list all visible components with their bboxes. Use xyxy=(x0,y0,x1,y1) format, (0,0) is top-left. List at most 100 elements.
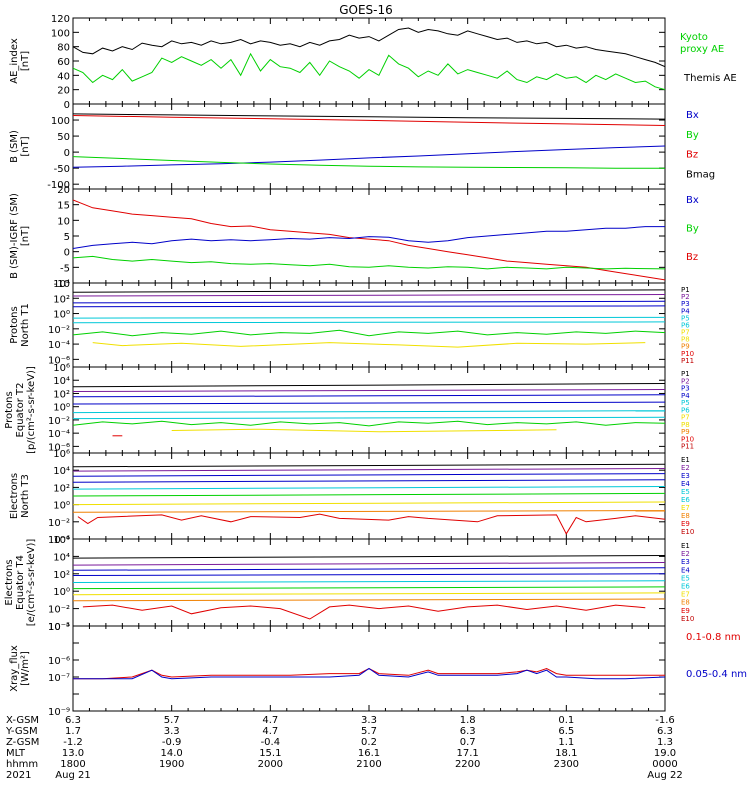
series-line-E4 xyxy=(73,573,665,576)
axis-row-value: -0.9 xyxy=(162,737,182,748)
series-line-E7 xyxy=(73,592,665,596)
series-line-P7 xyxy=(73,329,665,337)
y-axis-label: Protons xyxy=(9,306,20,343)
legend-item: Bx xyxy=(686,195,699,206)
series-line-E1 xyxy=(73,463,665,468)
axis-row-label: 2021 xyxy=(6,770,31,781)
axis-row-value: 3.3 xyxy=(164,726,180,737)
axis-row-label: X-GSM xyxy=(6,715,39,726)
legend-item: P4 xyxy=(681,392,690,400)
y-axis-label: [nT] xyxy=(20,136,31,156)
y-tick-label: 10⁻⁹ xyxy=(48,707,70,718)
series-line-P6 xyxy=(73,321,665,324)
y-axis-label: Xray_flux xyxy=(9,645,20,692)
axis-row-value: Aug 22 xyxy=(647,770,682,781)
legend: Bx By Bz Bmag xyxy=(686,110,715,180)
series-group xyxy=(73,199,665,281)
axis-row-value: -1.6 xyxy=(655,715,675,726)
legend-item: E9 xyxy=(681,607,690,615)
axis-row-value: 6.3 xyxy=(657,726,673,737)
legend-item: P7 xyxy=(681,329,690,337)
y-axis-label: [nT] xyxy=(20,51,31,71)
series-line-Bmag xyxy=(73,113,665,120)
y-tick-label: 10⁻⁴ xyxy=(48,622,70,633)
axis-row-value: 0000 xyxy=(652,759,677,770)
legend-item: Bz xyxy=(686,150,698,161)
legend-item: P2 xyxy=(681,377,690,385)
series-line-E8 xyxy=(73,598,665,602)
axis-row-value: 5.7 xyxy=(164,715,180,726)
legend-item: P5 xyxy=(681,314,690,322)
legend-item: Bx xyxy=(686,110,699,121)
legend-item: E4 xyxy=(681,480,690,488)
legend-item: E9 xyxy=(681,520,690,528)
y-tick-label: 10² xyxy=(53,294,70,305)
series-line-E7 xyxy=(73,501,665,506)
legend-item: E3 xyxy=(681,472,690,480)
legend-item: 0.1-0.8 nm xyxy=(686,632,741,643)
axis-row-value: 6.3 xyxy=(65,715,81,726)
axis-row-label: MLT xyxy=(6,748,26,759)
y-tick-label: -50 xyxy=(54,164,70,175)
legend-item: Bz xyxy=(686,252,698,263)
legend-item: Bmag xyxy=(686,169,715,180)
series-line-P6 xyxy=(73,416,665,420)
axis-row-value: 2000 xyxy=(258,759,283,770)
axis-row-value: 0.2 xyxy=(361,737,377,748)
axis-row-value: Aug 21 xyxy=(55,770,90,781)
series-line-0.05-0.4-nm xyxy=(73,667,665,680)
legend-item: P8 xyxy=(681,336,690,344)
series-line-P5 xyxy=(73,316,665,319)
legend-item: P3 xyxy=(681,300,690,308)
axis-row-value: 4.7 xyxy=(262,726,278,737)
y-tick-label: 10² xyxy=(53,483,70,494)
axis-row-value: 2100 xyxy=(356,759,381,770)
series-group xyxy=(73,383,665,437)
series-line-E6 xyxy=(73,586,665,590)
panel-p2: 10⁻⁶ 10⁻⁴ 10⁻² 10⁰ 10² 10⁴ 10⁶ Protons Equator T… xyxy=(4,363,694,454)
legend-item: E2 xyxy=(681,464,690,472)
axis-row-value: 1.3 xyxy=(657,737,673,748)
legend-item: E1 xyxy=(681,542,690,550)
y-tick-label: 0 xyxy=(64,100,70,111)
y-axis-label: North T3 xyxy=(20,474,31,518)
series-line-Bz xyxy=(73,199,665,281)
legend-item: proxy AE xyxy=(680,44,724,55)
legend-item: P2 xyxy=(681,293,690,301)
legend-item: E8 xyxy=(681,599,690,607)
series-group xyxy=(73,667,665,680)
axis-row-label: Z-GSM xyxy=(6,737,39,748)
figure-title: GOES-16 xyxy=(339,3,393,17)
legend: 0.1-0.8 nm 0.05-0.4 nm xyxy=(686,632,747,680)
axis-row-label: hhmm xyxy=(6,759,38,770)
axis-row-value: 14.0 xyxy=(161,748,183,759)
y-tick-label: 20 xyxy=(57,185,70,196)
series-line-P5 xyxy=(73,410,665,414)
axis-row-value: 1900 xyxy=(159,759,184,770)
panel-frame xyxy=(72,188,666,284)
series-line-E8 xyxy=(73,510,665,513)
series-group xyxy=(73,289,665,348)
axis-row-value: 19.0 xyxy=(654,748,676,759)
series-group xyxy=(73,555,665,620)
y-axis-label: B (SM) xyxy=(9,130,20,163)
y-axis-label: Equator T4 xyxy=(15,555,26,610)
legend-item: E2 xyxy=(681,550,690,558)
legend-item: P4 xyxy=(681,307,690,315)
axis-row-value: 1.8 xyxy=(460,715,476,726)
panel-bigrf: -10 -5 0 5 10 15 20 B (SM)-IGRF (SM) [nT] Bx By Bz xyxy=(9,185,699,290)
y-axis-label: [e/(cm²-s-sr-keV)] xyxy=(26,539,37,627)
legend-item: P6 xyxy=(681,321,690,329)
y-tick-label: 10⁴ xyxy=(53,279,70,290)
y-axis-label: Electrons xyxy=(9,473,20,519)
series-line-Bz xyxy=(73,115,665,126)
legend-item: P10 xyxy=(681,435,694,443)
axis-row-value: 17.1 xyxy=(457,748,479,759)
axis-row-value: 13.0 xyxy=(62,748,84,759)
legend-item: P1 xyxy=(681,370,690,378)
y-tick-label: 10⁻⁵ xyxy=(48,622,70,633)
axis-row-value: 0.1 xyxy=(558,715,574,726)
legend-item: E3 xyxy=(681,558,690,566)
